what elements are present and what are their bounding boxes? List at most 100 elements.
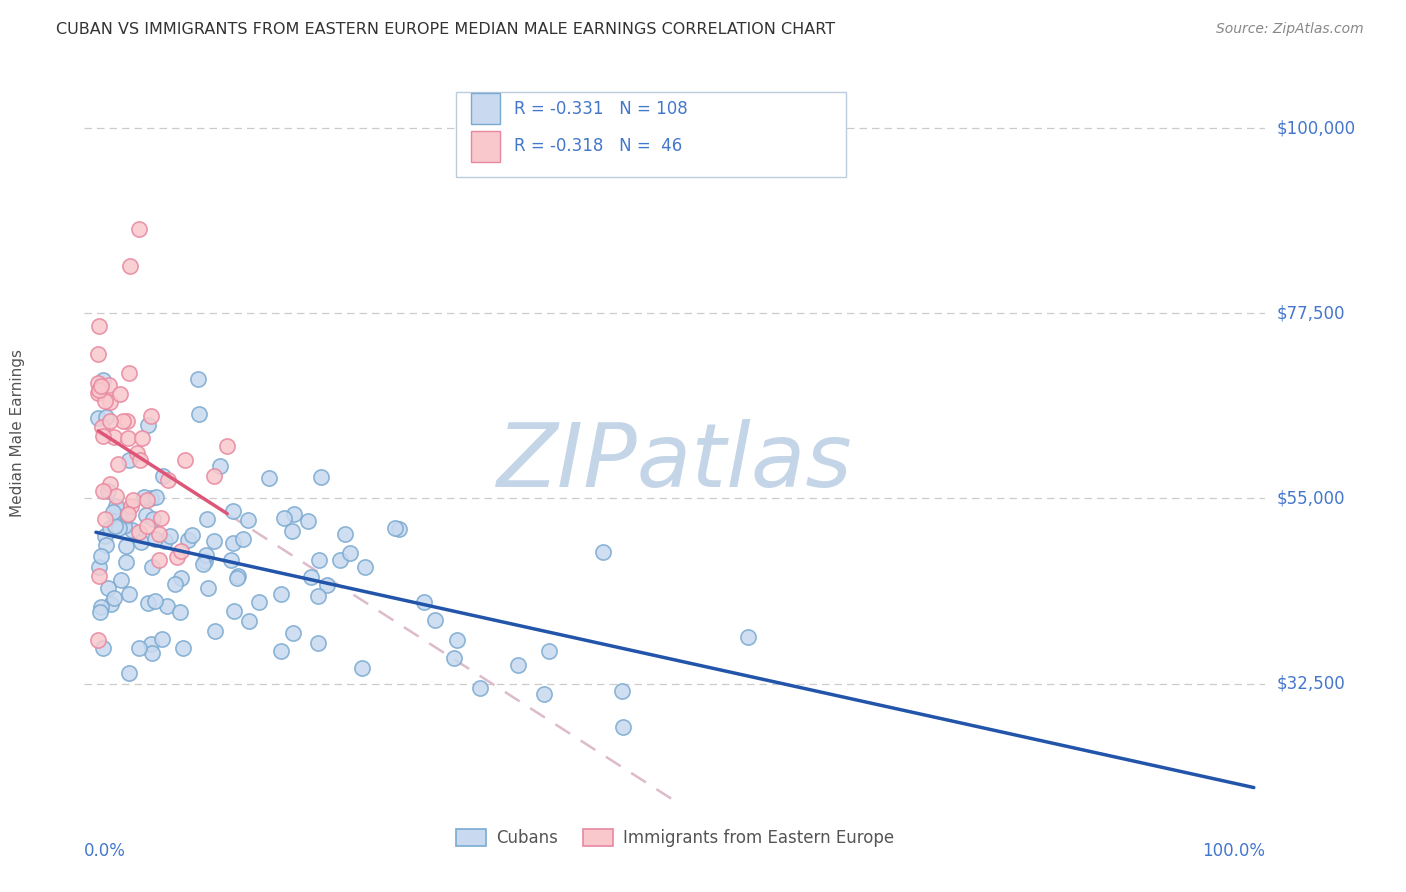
Point (508, 657, 530, 672)
Point (299, 570, 322, 584)
Point (249, 595, 271, 609)
Point (297, 514, 319, 528)
Point (139, 491, 162, 505)
Point (139, 637, 162, 651)
Point (107, 511, 129, 525)
Text: R = -0.318   N =  46: R = -0.318 N = 46 (515, 137, 682, 155)
Point (136, 518, 159, 533)
Point (446, 632, 468, 647)
Point (90, 600, 112, 615)
Point (339, 546, 361, 560)
Point (222, 535, 245, 549)
Point (107, 457, 129, 471)
Point (139, 409, 162, 424)
Point (149, 511, 172, 525)
Point (87, 568, 110, 582)
Point (533, 687, 555, 701)
Point (105, 489, 128, 503)
Text: $100,000: $100,000 (1277, 120, 1355, 137)
Point (136, 596, 159, 610)
Point (195, 548, 218, 562)
Point (141, 646, 163, 660)
Point (129, 535, 152, 549)
FancyBboxPatch shape (457, 92, 846, 178)
Point (91, 373, 114, 387)
Point (87, 376, 110, 391)
Point (103, 591, 125, 606)
Point (93, 512, 115, 526)
Legend: Cubans, Immigrants from Eastern Europe: Cubans, Immigrants from Eastern Europe (449, 822, 901, 854)
Point (259, 471, 281, 485)
Point (115, 555, 138, 569)
Point (169, 605, 191, 619)
Point (145, 490, 167, 504)
Point (128, 525, 150, 540)
Point (131, 431, 153, 445)
Point (159, 529, 181, 543)
Point (224, 604, 246, 618)
Text: 0.0%: 0.0% (84, 842, 127, 860)
Text: $32,500: $32,500 (1277, 674, 1346, 692)
Point (87, 633, 110, 648)
Point (87, 386, 110, 401)
Point (329, 552, 352, 566)
Point (157, 473, 180, 487)
Point (120, 499, 142, 513)
Point (155, 599, 177, 614)
Point (273, 511, 295, 525)
Point (612, 720, 634, 734)
Point (195, 511, 218, 525)
Point (281, 626, 304, 640)
Point (350, 661, 373, 675)
Point (118, 666, 141, 681)
Point (103, 430, 125, 444)
Point (194, 554, 217, 568)
Point (121, 523, 143, 537)
Point (115, 414, 138, 428)
Point (308, 552, 330, 566)
Point (468, 681, 491, 695)
Text: Source: ZipAtlas.com: Source: ZipAtlas.com (1216, 22, 1364, 37)
Point (136, 492, 159, 507)
Point (94, 538, 117, 552)
Point (89, 384, 111, 398)
FancyBboxPatch shape (471, 131, 501, 161)
Point (443, 651, 465, 665)
Point (148, 526, 170, 541)
Point (104, 519, 127, 533)
Point (135, 508, 157, 522)
Point (110, 504, 132, 518)
Point (610, 684, 633, 698)
Point (87, 560, 110, 574)
FancyBboxPatch shape (471, 94, 501, 124)
Point (87, 318, 110, 333)
Point (388, 522, 411, 536)
Point (98, 414, 121, 428)
Point (117, 507, 139, 521)
Point (89, 605, 111, 619)
Point (128, 453, 150, 467)
Point (270, 644, 292, 658)
Point (90, 549, 112, 564)
Text: $77,500: $77,500 (1277, 304, 1346, 322)
Point (94, 410, 117, 425)
Point (101, 505, 124, 519)
Point (238, 614, 260, 628)
Point (197, 581, 219, 595)
Point (148, 552, 170, 566)
Point (115, 539, 138, 553)
Point (191, 557, 214, 571)
Point (333, 526, 356, 541)
Point (228, 569, 250, 583)
Point (118, 453, 141, 467)
Point (125, 446, 148, 460)
Point (153, 534, 176, 549)
Point (316, 578, 339, 592)
Point (217, 439, 239, 453)
Point (737, 630, 759, 644)
Point (307, 589, 329, 603)
Point (118, 587, 141, 601)
Point (281, 524, 304, 538)
Point (176, 533, 198, 547)
Point (111, 414, 134, 428)
